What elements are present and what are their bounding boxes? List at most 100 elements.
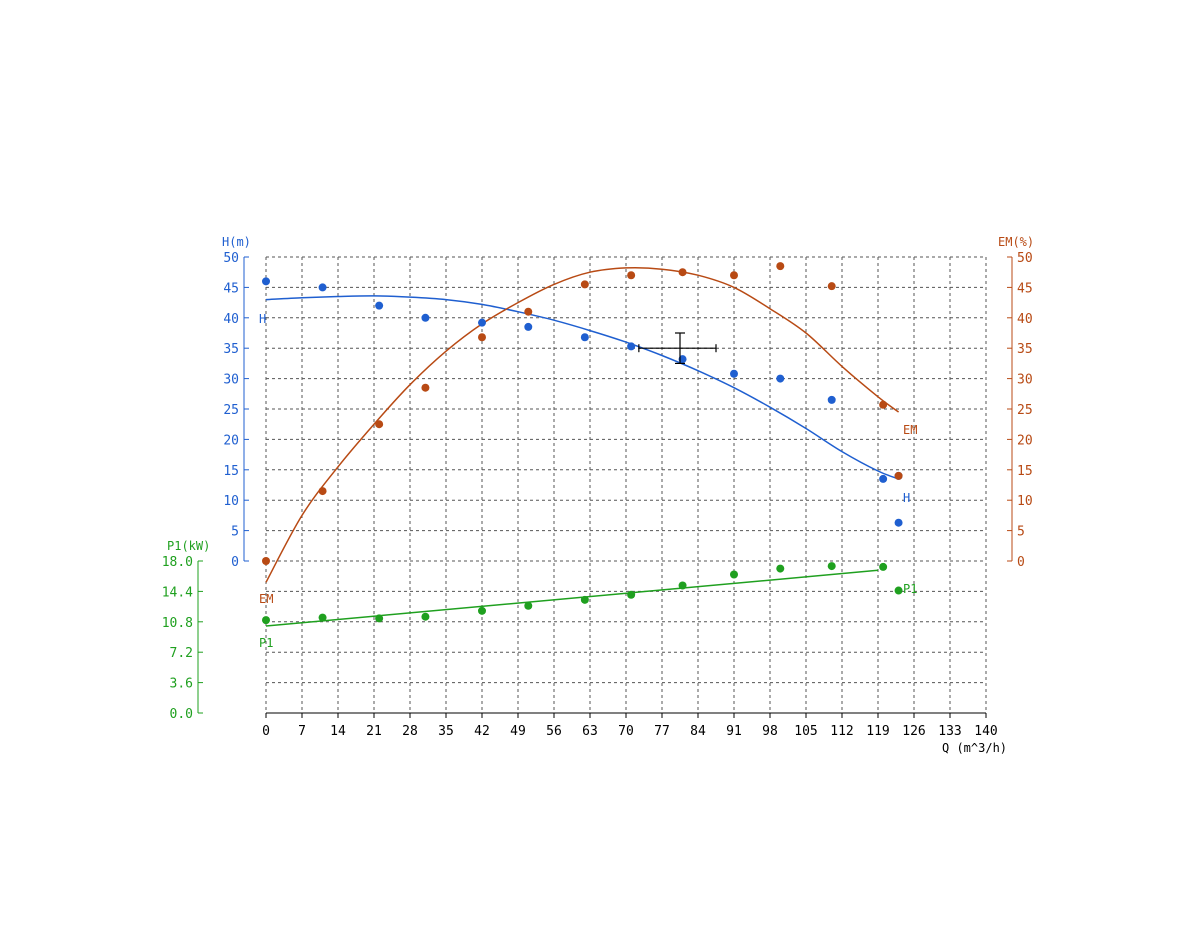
h-tick-label: 20 — [223, 433, 239, 448]
x-tick-label: 14 — [330, 724, 346, 739]
x-tick-label: 126 — [902, 724, 925, 739]
point-p1 — [730, 570, 738, 579]
x-tick-label: 98 — [762, 724, 778, 739]
x-tick-label: 140 — [974, 724, 997, 739]
curve-h — [265, 295, 899, 480]
point-em — [478, 333, 486, 342]
h-axis-title: H(m) — [222, 235, 251, 249]
x-tick-label: 77 — [654, 724, 670, 739]
point-p1 — [580, 595, 589, 604]
p1-tick-label: 0.0 — [170, 707, 193, 722]
p1-tick-label: 14.4 — [162, 585, 193, 600]
point-p1 — [262, 616, 270, 625]
point-h — [776, 374, 785, 383]
em-tick-label: 45 — [1017, 281, 1033, 296]
h-tick-label: 5 — [231, 525, 239, 540]
em-tick-label: 35 — [1017, 342, 1033, 357]
curve-label-h: H — [259, 312, 266, 326]
curve-p1 — [265, 569, 879, 627]
point-h — [421, 313, 430, 322]
point-h — [827, 395, 836, 404]
point-h — [262, 277, 270, 286]
em-tick-label: 30 — [1017, 373, 1033, 388]
em-axis-title: EM(%) — [998, 235, 1034, 249]
em-tick-label: 0 — [1017, 555, 1025, 570]
point-em — [879, 400, 888, 409]
operating-point-marker — [638, 332, 717, 364]
p1-tick-label: 7.2 — [170, 646, 193, 661]
h-tick-label: 45 — [223, 281, 239, 296]
x-tick-label: 84 — [690, 724, 706, 739]
point-p1 — [678, 581, 687, 590]
em-tick-label: 40 — [1017, 312, 1033, 327]
point-h — [894, 518, 903, 527]
x-tick-label: 49 — [510, 724, 526, 739]
h-tick-label: 0 — [231, 555, 239, 570]
point-p1 — [375, 614, 384, 623]
curve-em — [265, 266, 900, 583]
x-tick-label: 133 — [938, 724, 961, 739]
curve-label-em: EM — [259, 592, 273, 606]
curves: H H EM EM P1 P1 — [259, 266, 917, 650]
curve-label-em: EM — [903, 423, 917, 437]
x-tick-label: 91 — [726, 724, 742, 739]
point-h — [580, 333, 589, 342]
axes: 0 7 14 21 28 35 42 49 56 63 70 77 84 91 98 105 112 119 126… — [162, 235, 1034, 755]
curve-label-p1: P1 — [259, 636, 273, 650]
point-em — [678, 268, 687, 277]
x-tick-label: 119 — [866, 724, 889, 739]
point-h — [318, 283, 327, 292]
point-em — [318, 487, 327, 496]
h-tick-label: 10 — [223, 494, 239, 509]
p1-tick-label: 3.6 — [170, 677, 193, 692]
point-em — [375, 420, 384, 429]
em-tick-label: 25 — [1017, 403, 1033, 418]
point-em — [827, 282, 836, 291]
x-tick-label: 105 — [794, 724, 817, 739]
point-em — [627, 271, 636, 280]
point-em — [894, 471, 903, 480]
point-p1 — [318, 613, 327, 622]
h-tick-label: 15 — [223, 464, 239, 479]
x-tick-label: 56 — [546, 724, 562, 739]
point-p1 — [627, 590, 636, 599]
x-tick-label: 0 — [262, 724, 270, 739]
point-em — [524, 307, 533, 316]
point-em — [776, 262, 785, 271]
x-tick-label: 21 — [366, 724, 382, 739]
em-tick-label: 10 — [1017, 494, 1033, 509]
point-h — [627, 342, 636, 351]
data-points — [262, 262, 903, 625]
point-em — [262, 557, 270, 565]
point-em — [730, 271, 738, 280]
point-em — [421, 383, 430, 392]
point-p1 — [776, 564, 785, 573]
h-tick-label: 35 — [223, 342, 239, 357]
grid — [265, 256, 987, 714]
p1-axis-title: P1(kW) — [167, 539, 210, 553]
point-p1 — [879, 562, 888, 571]
point-p1 — [827, 562, 836, 571]
curve-label-p1: P1 — [903, 582, 917, 596]
point-h — [730, 369, 738, 378]
x-tick-label: 70 — [618, 724, 634, 739]
x-tick-label: 35 — [438, 724, 454, 739]
x-tick-label: 112 — [830, 724, 853, 739]
point-h — [879, 474, 888, 483]
curve-label-h: H — [903, 491, 910, 505]
em-tick-label: 20 — [1017, 433, 1033, 448]
point-h — [478, 318, 486, 327]
x-axis-title: Q (m^3/h) — [942, 741, 1007, 755]
em-tick-label: 15 — [1017, 464, 1033, 479]
point-p1 — [478, 606, 486, 615]
x-tick-label: 42 — [474, 724, 490, 739]
h-tick-label: 25 — [223, 403, 239, 418]
point-p1 — [894, 586, 903, 595]
point-p1 — [421, 612, 430, 621]
point-p1 — [524, 601, 533, 610]
h-tick-label: 30 — [223, 373, 239, 388]
x-tick-label: 28 — [402, 724, 418, 739]
point-h — [524, 322, 533, 331]
point-em — [580, 280, 589, 289]
